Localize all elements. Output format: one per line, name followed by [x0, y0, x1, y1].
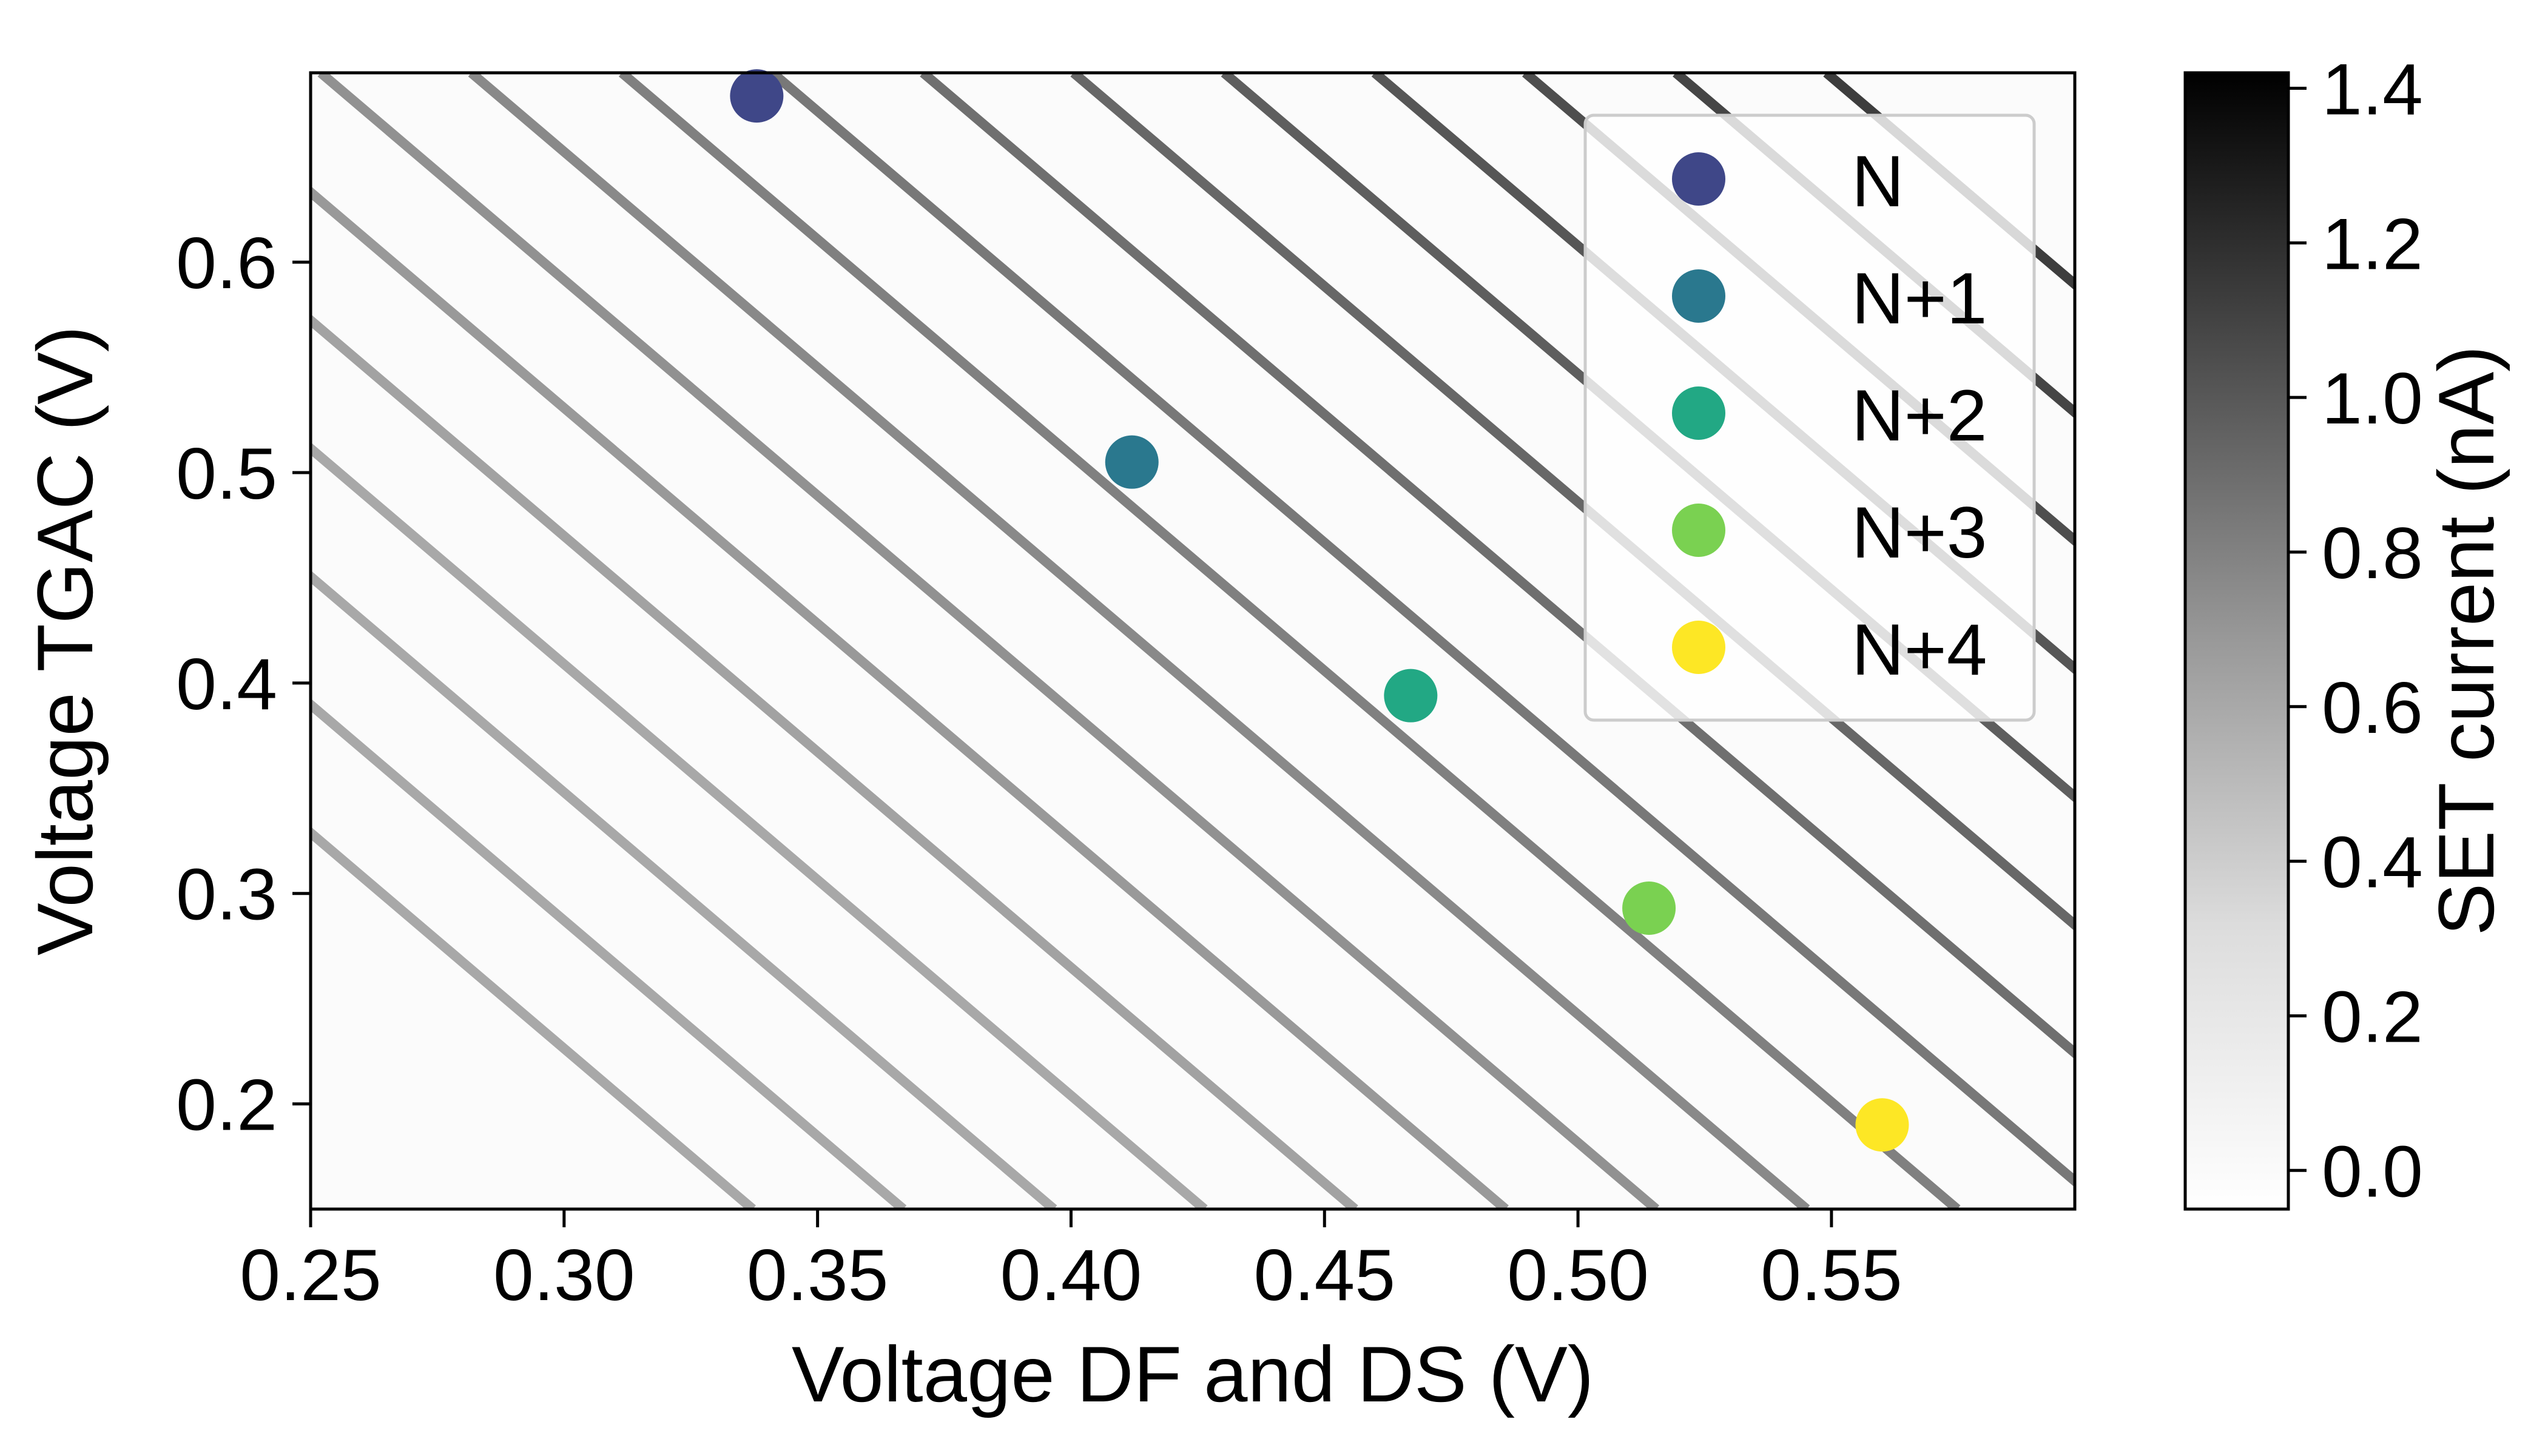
- marker-point: [1622, 881, 1676, 935]
- legend-entries: N N+1 N+2 N+3 N+4: [1672, 141, 1987, 690]
- marker-point: [1384, 669, 1438, 723]
- legend-marker: [1672, 621, 1725, 674]
- colorbar: 0.0 0.2 0.4 0.6 0.8 1.0 1.2 1.4 SET current (nA…: [2183, 49, 2510, 1212]
- colorbar-tick-label: 1.0: [2322, 358, 2423, 439]
- colorbar-tick-label: 0.0: [2322, 1131, 2423, 1212]
- y-axis-ticks: 0.2 0.3 0.4 0.5 0.6: [176, 223, 311, 1146]
- x-tick-label: 0.55: [1761, 1235, 1903, 1316]
- coulomb-peak-line: [317, 73, 1660, 1209]
- legend-label: N+1: [1852, 258, 1987, 339]
- charge-state-markers: [730, 69, 1909, 1152]
- marker-point: [1855, 1098, 1909, 1152]
- legend-frame: [1583, 113, 2036, 722]
- legend-marker: [1672, 269, 1725, 323]
- legend-marker: [1672, 386, 1725, 440]
- colorbar-tick-label: 0.6: [2322, 667, 2423, 749]
- y-tick-label: 0.3: [176, 854, 277, 935]
- legend-label: N+3: [1852, 492, 1987, 573]
- legend-marker: [1672, 504, 1725, 557]
- colorbar-label: SET current (nA): [2422, 346, 2510, 936]
- marker-point: [730, 69, 784, 123]
- legend-label: N+2: [1852, 375, 1987, 456]
- heatmap-plot-area: [311, 73, 2075, 1209]
- x-tick-label: 0.40: [1000, 1235, 1142, 1316]
- x-tick-label: 0.35: [747, 1235, 889, 1316]
- x-axis-ticks: 0.25 0.30 0.35 0.40 0.45 0.50 0.55: [240, 1209, 1903, 1316]
- x-tick-label: 0.45: [1253, 1235, 1395, 1316]
- x-tick-label: 0.30: [493, 1235, 635, 1316]
- marker-point: [1105, 435, 1159, 489]
- y-tick-label: 0.2: [176, 1065, 277, 1146]
- coulomb-peak-line: [311, 314, 1358, 1209]
- y-tick-label: 0.5: [176, 433, 277, 514]
- coulomb-peak-line: [311, 570, 1057, 1209]
- x-tick-label: 0.25: [240, 1235, 382, 1316]
- y-axis-label: Voltage TGAC (V): [21, 326, 109, 956]
- colorbar-tick-label: 0.8: [2322, 513, 2423, 594]
- y-tick-label: 0.4: [176, 644, 277, 725]
- coulomb-peak-line: [311, 442, 1208, 1209]
- colorbar-tick-label: 1.2: [2322, 203, 2423, 285]
- legend-marker: [1672, 152, 1725, 206]
- coulomb-peak-line: [468, 73, 1810, 1209]
- colorbar-ticks: 0.0 0.2 0.4 0.6 0.8 1.0 1.2 1.4: [2288, 49, 2423, 1212]
- colorbar-tick-label: 0.2: [2322, 976, 2423, 1057]
- colorbar-tick-label: 1.4: [2322, 49, 2423, 130]
- legend-label: N+4: [1852, 609, 1987, 690]
- axes-frame: [309, 71, 2077, 1211]
- legend-label: N: [1852, 141, 1904, 222]
- x-tick-label: 0.50: [1507, 1235, 1649, 1316]
- colorbar-gradient: [2183, 71, 2290, 1211]
- coulomb-peak-line: [769, 73, 2075, 1188]
- coulomb-peak-line: [1823, 73, 2075, 291]
- coulomb-peak-line: [311, 826, 756, 1209]
- x-axis-label: Voltage DF and DS (V): [792, 1330, 1594, 1418]
- y-tick-label: 0.6: [176, 223, 277, 304]
- coulomb-peak-line: [618, 73, 1961, 1209]
- legend: N N+1 N+2 N+3 N+4: [1583, 113, 2036, 722]
- coulomb-peak-line: [311, 698, 907, 1209]
- coulomb-peak-line: [311, 186, 1509, 1209]
- colorbar-tick-label: 0.4: [2322, 822, 2423, 903]
